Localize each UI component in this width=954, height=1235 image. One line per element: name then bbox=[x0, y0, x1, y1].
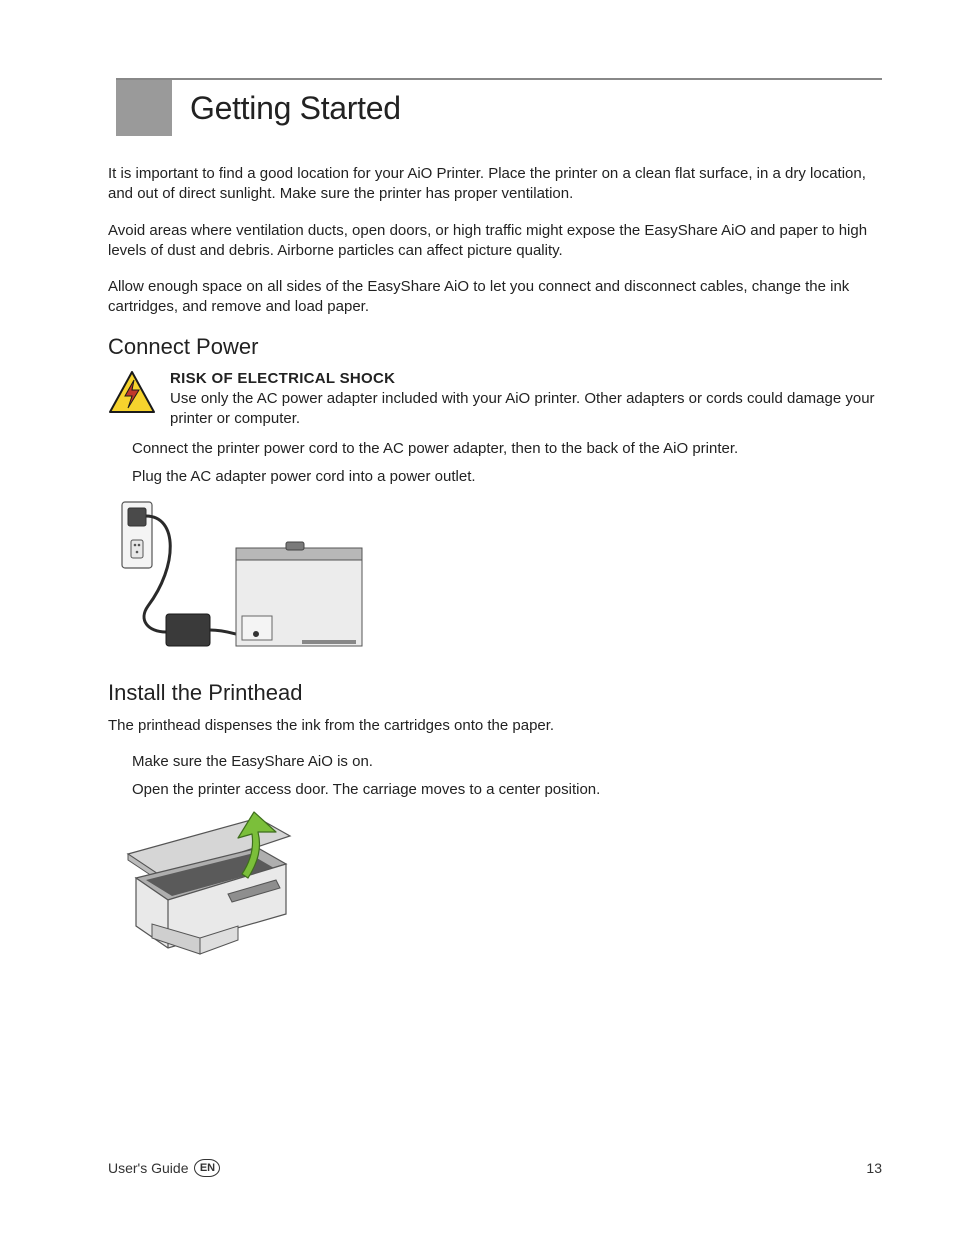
footer-guide-label: User's Guide bbox=[108, 1160, 188, 1176]
chapter-index-block bbox=[116, 80, 172, 136]
install-printhead-step-2: Open the printer access door. The carria… bbox=[132, 780, 882, 800]
install-printhead-intro: The printhead dispenses the ink from the… bbox=[108, 716, 882, 736]
intro-paragraph-2: Avoid areas where ventilation ducts, ope… bbox=[108, 221, 882, 262]
warning-title: RISK OF ELECTRICAL SHOCK bbox=[170, 370, 882, 387]
intro-paragraph-1: It is important to find a good location … bbox=[108, 164, 882, 205]
page-number: 13 bbox=[866, 1160, 882, 1176]
connect-power-step-1: Connect the printer power cord to the AC… bbox=[132, 439, 882, 459]
chapter-title: Getting Started bbox=[190, 90, 401, 127]
install-printhead-heading: Install the Printhead bbox=[108, 680, 882, 706]
electrical-shock-icon bbox=[108, 370, 156, 414]
language-badge: EN bbox=[194, 1159, 220, 1177]
connect-power-heading: Connect Power bbox=[108, 334, 882, 360]
chapter-header: Getting Started bbox=[108, 80, 882, 136]
page-footer: User's Guide EN 13 bbox=[108, 1159, 882, 1177]
intro-paragraph-3: Allow enough space on all sides of the E… bbox=[108, 277, 882, 318]
install-printhead-step-1: Make sure the EasyShare AiO is on. bbox=[132, 752, 882, 772]
connect-power-step-2: Plug the AC adapter power cord into a po… bbox=[132, 467, 882, 487]
warning-body: Use only the AC power adapter included w… bbox=[170, 389, 882, 430]
warning-block: RISK OF ELECTRICAL SHOCK Use only the AC… bbox=[108, 370, 882, 430]
power-connection-figure bbox=[108, 496, 882, 666]
open-access-door-figure bbox=[108, 808, 882, 958]
